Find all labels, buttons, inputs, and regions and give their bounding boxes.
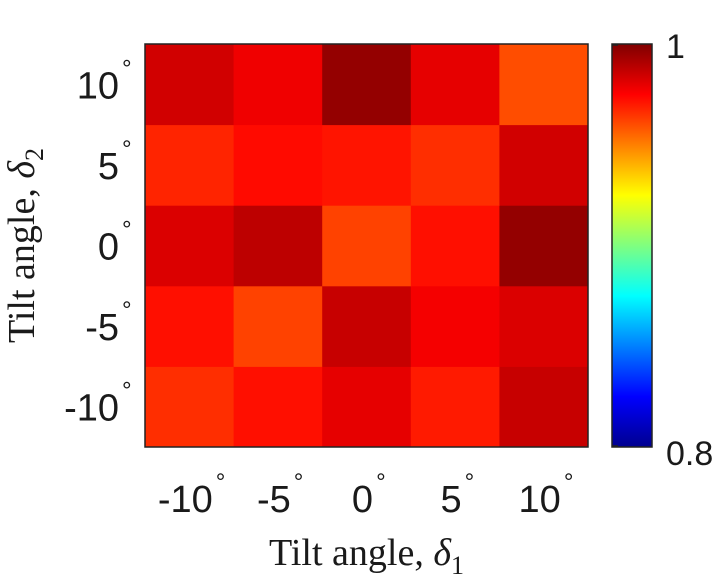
x-axis-label-subscript: 1 (451, 551, 464, 580)
y-tick-label: -10 (64, 388, 119, 430)
heatmap-cell (322, 285, 412, 367)
heatmap-cell (499, 124, 589, 206)
heatmap-cell (145, 124, 235, 206)
heatmap-cell (322, 366, 412, 448)
y-tick-degree: ° (122, 136, 132, 163)
heatmap-cells (145, 44, 589, 448)
x-tick-label: 5 (441, 479, 462, 521)
heatmap-cell (410, 366, 500, 448)
y-axis-label-symbol: δ (1, 160, 43, 179)
x-axis-label-text: Tilt angle, (269, 532, 433, 574)
heatmap-cell (233, 44, 323, 126)
y-tick-degree: ° (122, 217, 132, 244)
heatmap-cell (322, 124, 412, 206)
heatmap-cell (145, 285, 235, 367)
heatmap-cell (410, 44, 500, 126)
x-tick-degree: ° (216, 469, 226, 496)
heatmap-cell (499, 366, 589, 448)
x-tick-degree: ° (465, 469, 475, 496)
x-axis-label: Tilt angle, δ1 (269, 532, 464, 580)
colorbar (611, 43, 653, 448)
heatmap-cell (499, 205, 589, 287)
colorbar-max-label: 1 (666, 28, 685, 66)
y-tick-degree: ° (122, 55, 132, 82)
y-tick-degree: ° (122, 378, 132, 405)
y-tick-label: 0 (98, 227, 119, 269)
x-tick-label: -5 (257, 479, 291, 521)
x-axis-label-symbol: δ (433, 532, 452, 574)
heatmap-cell (145, 366, 235, 448)
heatmap-cell (145, 44, 235, 126)
heatmap-cell (233, 205, 323, 287)
y-tick-label: -5 (85, 307, 119, 349)
y-axis-label-subscript: 2 (20, 148, 49, 161)
heatmap-cell (233, 124, 323, 206)
y-axis-label-text: Tilt angle, (1, 179, 43, 343)
x-tick-degree: ° (564, 469, 574, 496)
colorbar-min-label: 0.8 (666, 435, 713, 473)
x-tick-degree: ° (376, 469, 386, 496)
heatmap-cell (145, 205, 235, 287)
heatmap-cell (410, 124, 500, 206)
heatmap-cell (499, 44, 589, 126)
y-tick-label: 5 (98, 146, 119, 188)
heatmap-cell (322, 44, 412, 126)
heatmap-cell (322, 205, 412, 287)
y-tick-degree: ° (122, 297, 132, 324)
y-tick-label: 10 (77, 65, 119, 107)
heatmap-cell (233, 285, 323, 367)
y-axis-ticks: °-10°-5°0°5°10 (64, 55, 132, 429)
heatmap-cell (499, 285, 589, 367)
x-tick-degree: ° (294, 469, 304, 496)
x-tick-label: 10 (519, 479, 561, 521)
x-tick-label: -10 (158, 479, 213, 521)
heatmap-cell (233, 366, 323, 448)
plot-frame (144, 43, 589, 448)
y-axis-label: Tilt angle, δ2 (1, 148, 49, 343)
x-tick-label: 0 (352, 479, 373, 521)
x-axis-ticks: -10 ° -5 ° 0 ° 5 ° 10 ° (158, 469, 574, 521)
heatmap-cell (410, 285, 500, 367)
heatmap-cell (410, 205, 500, 287)
